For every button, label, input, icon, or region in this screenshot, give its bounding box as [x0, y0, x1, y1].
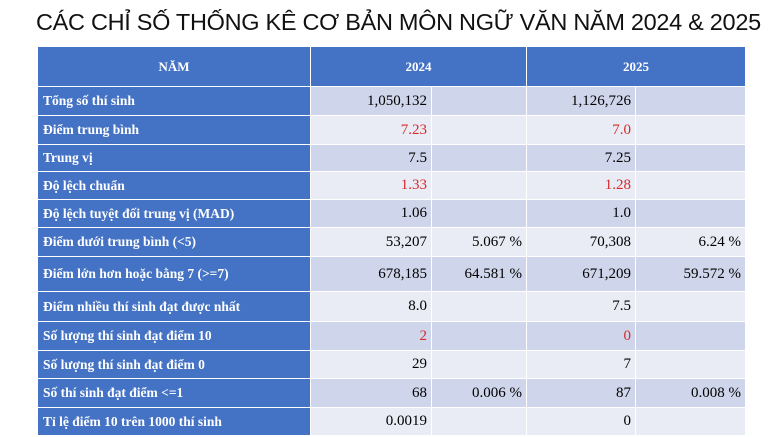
row-label: Số thí sinh đạt điểm <=1 [37, 378, 311, 408]
percent-2024: 5.067 % [431, 227, 527, 257]
value-2024: 678,185 [310, 256, 432, 292]
percent-2024: 0.006 % [431, 378, 527, 408]
value-2024: 7.5 [310, 144, 432, 172]
table-row: Số lượng thí sinh đạt điểm 0 29 7 [37, 350, 746, 379]
table-row: Trung vị 7.5 7.25 [37, 144, 746, 172]
value-2024: 53,207 [310, 227, 432, 257]
table-row: Số thí sinh đạt điểm <=1 68 0.006 % 87 0… [37, 378, 746, 408]
table-row: Điểm dưới trung bình (<5) 53,207 5.067 %… [37, 227, 746, 257]
value-2025: 7.0 [526, 115, 636, 145]
value-2025: 7.5 [526, 291, 636, 322]
value-2025: 1.28 [526, 171, 636, 200]
value-2025: 1,126,726 [526, 86, 636, 116]
value-2025: 7 [526, 350, 636, 379]
percent-2024 [431, 144, 527, 172]
value-2025: 671,209 [526, 256, 636, 292]
value-2025: 0 [526, 321, 636, 351]
value-2024: 2 [310, 321, 432, 351]
header-year-2024: 2024 [310, 46, 527, 87]
value-2025: 1.0 [526, 199, 636, 228]
percent-2025: 0.008 % [635, 378, 746, 408]
row-label: Trung vị [37, 144, 311, 172]
value-2024: 68 [310, 378, 432, 408]
value-2024: 1.06 [310, 199, 432, 228]
percent-2025 [635, 115, 746, 145]
percent-2024 [431, 86, 527, 116]
percent-2025 [635, 144, 746, 172]
percent-2024: 64.581 % [431, 256, 527, 292]
percent-2024 [431, 199, 527, 228]
percent-2024 [431, 291, 527, 322]
value-2024: 1.33 [310, 171, 432, 200]
percent-2025 [635, 291, 746, 322]
table-row: Tổng số thí sinh 1,050,132 1,126,726 [37, 86, 746, 116]
row-label: Tổng số thí sinh [37, 86, 311, 116]
value-2025: 0 [526, 407, 636, 436]
percent-2025: 59.572 % [635, 256, 746, 292]
percent-2025 [635, 86, 746, 116]
percent-2025 [635, 350, 746, 379]
table-row: Điểm lớn hơn hoặc bằng 7 (>=7) 678,185 6… [37, 256, 746, 292]
percent-2024 [431, 171, 527, 200]
value-2025: 87 [526, 378, 636, 408]
value-2024: 7.23 [310, 115, 432, 145]
percent-2024 [431, 321, 527, 351]
table-row: Độ lệch tuyệt đối trung vị (MAD) 1.06 1.… [37, 199, 746, 228]
percent-2025 [635, 407, 746, 436]
row-label: Độ lệch chuẩn [37, 171, 311, 200]
statistics-table: NĂM 2024 2025 Tổng số thí sinh 1,050,132… [37, 46, 746, 436]
percent-2025 [635, 171, 746, 200]
value-2024: 8.0 [310, 291, 432, 322]
value-2024: 0.0019 [310, 407, 432, 436]
page-title: CÁC CHỈ SỐ THỐNG KÊ CƠ BẢN MÔN NGỮ VĂN N… [36, 9, 761, 35]
table-row: Độ lệch chuẩn 1.33 1.28 [37, 171, 746, 200]
percent-2024 [431, 115, 527, 145]
percent-2024 [431, 407, 527, 436]
percent-2025 [635, 321, 746, 351]
percent-2024 [431, 350, 527, 379]
value-2025: 7.25 [526, 144, 636, 172]
row-label: Điểm nhiều thí sinh đạt được nhất [37, 291, 311, 322]
row-label: Điểm dưới trung bình (<5) [37, 227, 311, 257]
value-2024: 1,050,132 [310, 86, 432, 116]
table-row: Số lượng thí sinh đạt điểm 10 2 0 [37, 321, 746, 351]
header-year-label: NĂM [37, 46, 311, 87]
row-label: Số lượng thí sinh đạt điểm 10 [37, 321, 311, 351]
row-label: Điểm lớn hơn hoặc bằng 7 (>=7) [37, 256, 311, 292]
table-row: Tỉ lệ điểm 10 trên 1000 thí sinh 0.0019 … [37, 407, 746, 436]
row-label: Số lượng thí sinh đạt điểm 0 [37, 350, 311, 379]
percent-2025 [635, 199, 746, 228]
row-label: Điểm trung bình [37, 115, 311, 145]
percent-2025: 6.24 % [635, 227, 746, 257]
row-label: Độ lệch tuyệt đối trung vị (MAD) [37, 199, 311, 228]
header-year-2025: 2025 [526, 46, 746, 87]
table-header-row: NĂM 2024 2025 [37, 46, 746, 87]
value-2025: 70,308 [526, 227, 636, 257]
row-label: Tỉ lệ điểm 10 trên 1000 thí sinh [37, 407, 311, 436]
value-2024: 29 [310, 350, 432, 379]
table-row: Điểm nhiều thí sinh đạt được nhất 8.0 7.… [37, 291, 746, 322]
table-row: Điểm trung bình 7.23 7.0 [37, 115, 746, 145]
